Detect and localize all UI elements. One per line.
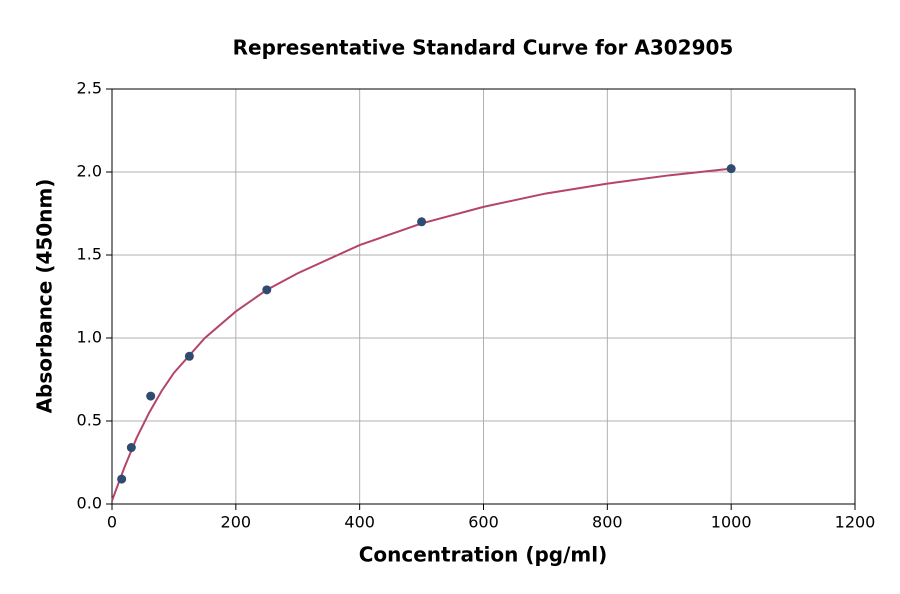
y-tick-label: 1.0	[77, 328, 102, 347]
data-point	[417, 217, 427, 227]
data-point	[726, 164, 736, 174]
data-point	[126, 443, 136, 453]
y-tick-label: 2.5	[77, 79, 102, 98]
y-tick-label: 1.5	[77, 245, 102, 264]
data-point	[262, 285, 272, 295]
x-tick-label: 1000	[711, 513, 752, 532]
x-tick-label: 800	[592, 513, 623, 532]
data-point	[117, 474, 127, 484]
plot-frame	[111, 88, 856, 505]
y-tick-label: 0.5	[77, 411, 102, 430]
y-axis-label: Absorbance (450nm)	[33, 179, 57, 414]
x-tick-label: 1200	[835, 513, 876, 532]
chart-title: Representative Standard Curve for A30290…	[233, 36, 734, 60]
fit-curve	[111, 167, 732, 502]
x-tick-label: 600	[468, 513, 499, 532]
x-tick-label: 0	[107, 513, 117, 532]
y-tick-label: 2.0	[77, 162, 102, 181]
data-point	[184, 351, 194, 361]
x-axis-label: Concentration (pg/ml)	[359, 543, 608, 567]
y-tick-label: 0.0	[77, 494, 102, 513]
data-point	[146, 391, 156, 401]
x-tick-label: 400	[344, 513, 375, 532]
x-tick-label: 200	[221, 513, 252, 532]
